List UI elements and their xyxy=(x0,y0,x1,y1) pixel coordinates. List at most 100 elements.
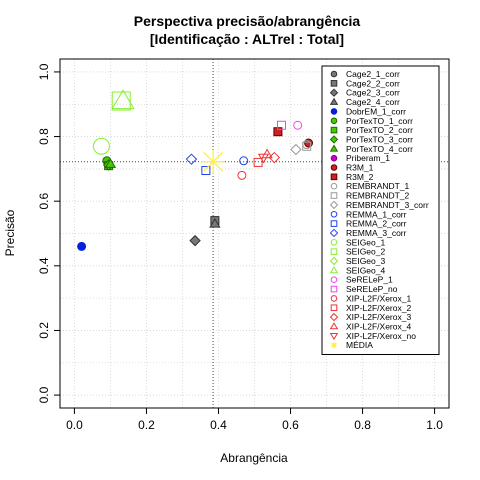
legend-marker xyxy=(329,266,339,274)
legend-marker xyxy=(329,88,339,97)
data-point xyxy=(293,120,303,130)
y-tick-label: 0.2 xyxy=(37,322,51,339)
legend-marker xyxy=(329,97,339,105)
legend-marker xyxy=(330,173,338,181)
data-point xyxy=(92,137,110,155)
legend-marker xyxy=(330,285,338,293)
legend-label: R3M_1 xyxy=(346,163,374,173)
legend-label: REMBRANDT_3_corr xyxy=(346,200,429,210)
y-axis-label: Precisão xyxy=(3,209,17,256)
axis-ticks: 0.0 0.2 0.4 0.6 0.8 1.0 0.0 0.2 0.4 0.6 0.8 1.0 xyxy=(37,63,443,432)
legend-label: PorTexTO_3_corr xyxy=(346,134,413,144)
legend-label: Cage2_1_corr xyxy=(346,69,400,79)
legend-marker xyxy=(330,117,338,125)
legend-label: PorTexTO_4_corr xyxy=(346,144,413,154)
data-point xyxy=(189,234,201,247)
data-point xyxy=(261,148,273,159)
data-point xyxy=(201,165,211,175)
legend-marker xyxy=(329,200,339,210)
x-tick-label: 0.4 xyxy=(210,418,227,432)
legend-label: XIP-L2F/Xerox_no xyxy=(346,331,416,341)
legend-box xyxy=(321,65,440,355)
legend-label: PorTexTO_2_corr xyxy=(346,125,413,135)
legend-label: SeRELeP_1 xyxy=(346,275,393,285)
data-point xyxy=(104,158,117,168)
legend-label: SEIGeo_2 xyxy=(346,247,385,257)
legend-marker xyxy=(330,276,338,284)
y-tick-label: 0.8 xyxy=(37,128,51,145)
legend-label: REMMA_3_corr xyxy=(346,228,407,238)
legend-label: Cage2_4_corr xyxy=(346,97,400,107)
x-axis-label: Abrangência xyxy=(220,451,288,465)
data-point xyxy=(290,143,302,156)
legend-label: XIP-L2F/Xerox_1 xyxy=(346,293,411,303)
data-point xyxy=(304,138,314,148)
legend-marker xyxy=(330,70,338,78)
y-tick-label: 0.6 xyxy=(37,193,51,210)
legend-label: XIP-L2F/Xerox_3 xyxy=(346,312,411,322)
legend-label: DobrEM_1_corr xyxy=(346,106,406,116)
legend-label: REMMA_1_corr xyxy=(346,209,407,219)
y-tick-label: 0.0 xyxy=(37,386,51,403)
legend-marker xyxy=(330,295,338,302)
legend-label: REMMA_2_corr xyxy=(346,219,407,229)
x-tick-label: 0.2 xyxy=(138,418,155,432)
legend-marker xyxy=(330,210,338,218)
x-tick-label: 0.8 xyxy=(354,418,371,432)
legend-marker xyxy=(329,144,339,152)
legend-marker xyxy=(331,342,337,348)
legend-label: R3M_2 xyxy=(346,172,374,182)
x-tick-label: 0.6 xyxy=(282,418,299,432)
data-point xyxy=(257,153,270,164)
legend-label: SEIGeo_4 xyxy=(346,265,385,275)
legend-marker xyxy=(330,248,338,255)
data-point xyxy=(111,91,131,111)
legend-marker xyxy=(330,220,338,227)
legend-label: XIP-L2F/Xerox_2 xyxy=(346,303,411,313)
data-point xyxy=(237,170,247,180)
legend: Cage2_1_corrCage2_2_corrCage2_3_corrCage… xyxy=(321,65,440,355)
legend-label: SeRELeP_no xyxy=(346,284,398,294)
legend-marker xyxy=(329,228,339,238)
legend-marker xyxy=(330,126,338,134)
legend-label: MÉDIA xyxy=(346,340,373,350)
legend-marker xyxy=(330,192,338,199)
y-tick-label: 0.4 xyxy=(37,257,51,274)
data-point xyxy=(209,218,221,228)
legend-marker xyxy=(329,135,339,144)
data-point xyxy=(253,157,263,167)
data-point xyxy=(77,241,87,251)
legend-marker xyxy=(330,304,338,312)
legend-marker xyxy=(329,332,339,341)
data-point xyxy=(277,120,287,130)
chart-title: Perspectiva precisão/abrangência xyxy=(134,13,361,29)
legend-marker xyxy=(329,322,339,330)
x-tick-label: 1.0 xyxy=(426,418,443,432)
legend-label: REMBRANDT_2 xyxy=(346,191,410,201)
legend-marker xyxy=(330,164,338,171)
legend-label: SEIGeo_1 xyxy=(346,237,385,247)
legend-label: Cage2_2_corr xyxy=(346,78,400,88)
chart-subtitle: [Identificação : ALTrel : Total] xyxy=(150,31,344,47)
legend-marker xyxy=(330,182,338,190)
y-tick-label: 1.0 xyxy=(37,63,51,80)
legend-marker xyxy=(330,154,338,162)
legend-marker xyxy=(330,108,338,115)
plot-frame xyxy=(59,58,450,409)
data-points xyxy=(77,89,314,251)
data-point xyxy=(302,141,312,151)
legend-label: REMBRANDT_1 xyxy=(346,181,410,191)
legend-marker xyxy=(330,80,338,87)
legend-marker xyxy=(329,256,339,266)
legend-marker xyxy=(329,312,339,322)
legend-label: SEIGeo_3 xyxy=(346,256,385,266)
data-point xyxy=(239,156,249,166)
data-point xyxy=(185,153,198,165)
legend-label: Cage2_3_corr xyxy=(346,88,400,98)
legend-label: Priberam_1 xyxy=(346,153,390,163)
legend-label: XIP-L2F/Xerox_4 xyxy=(346,321,411,331)
data-point xyxy=(111,89,135,110)
x-tick-label: 0.0 xyxy=(66,418,83,432)
legend-label: PorTexTO_1_corr xyxy=(346,116,413,126)
